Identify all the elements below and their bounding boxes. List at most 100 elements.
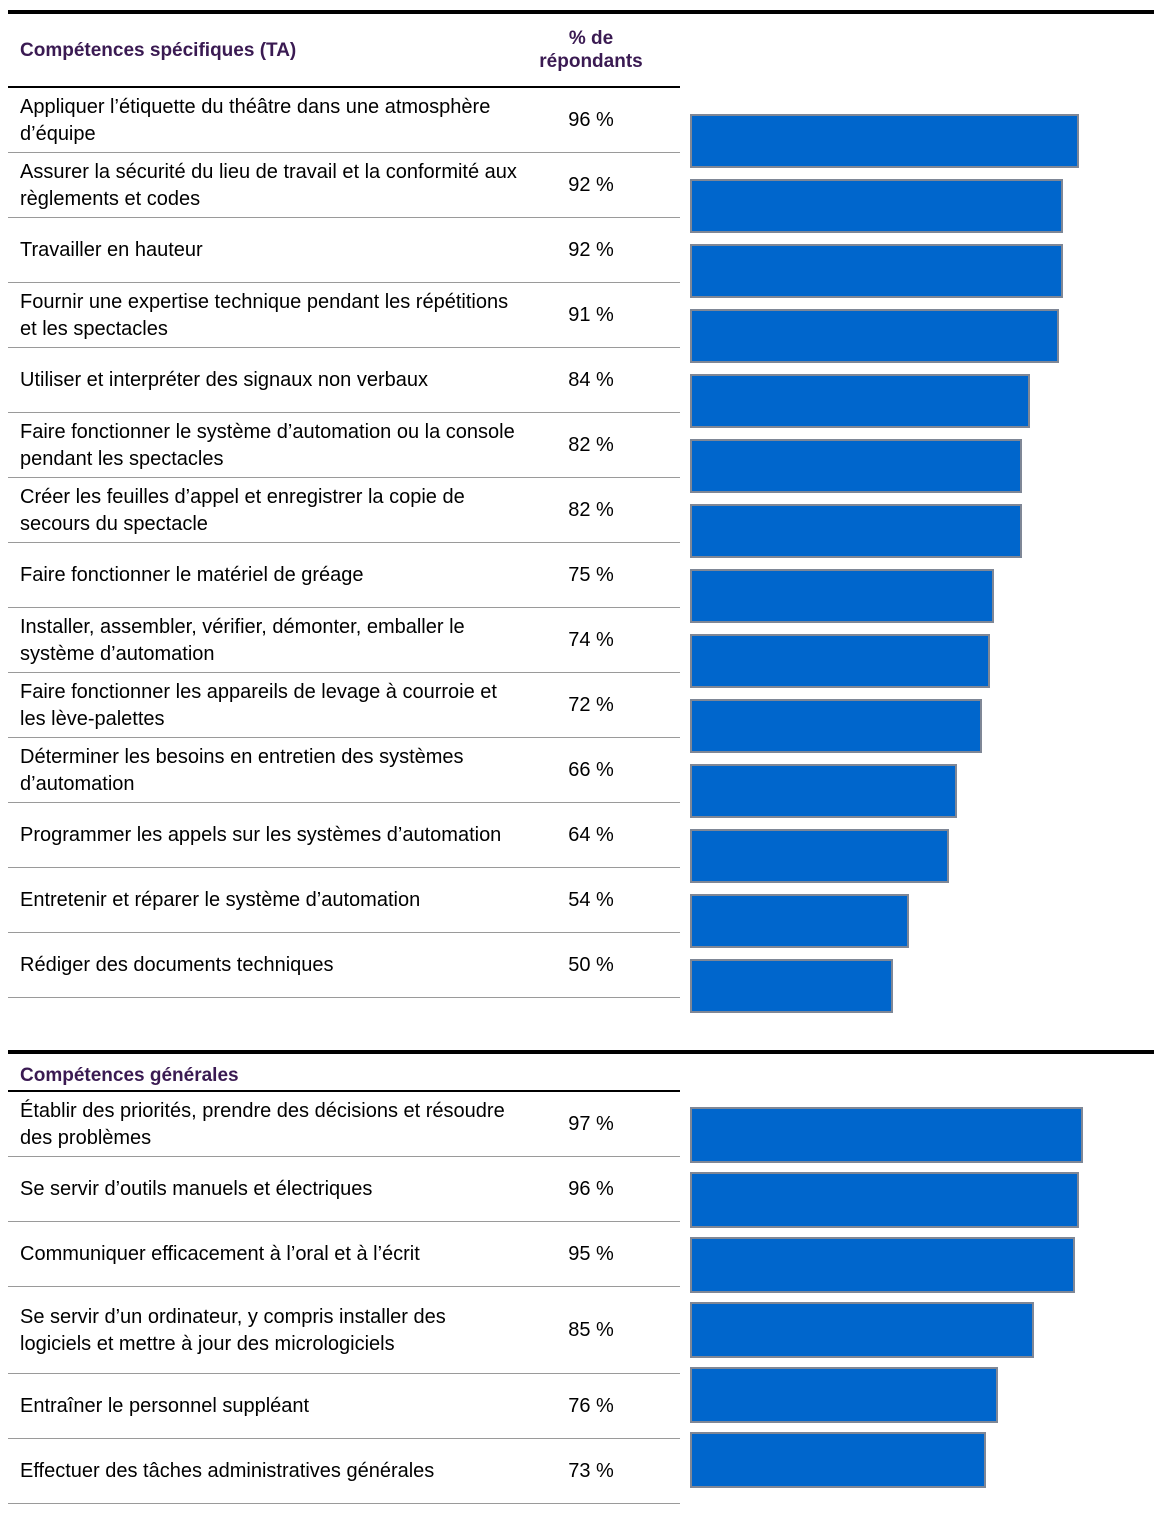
row-divider xyxy=(8,1286,680,1287)
percent-value: 64 % xyxy=(568,824,614,846)
row-divider xyxy=(8,347,680,348)
row-divider xyxy=(8,1438,680,1439)
percent-value: 92 % xyxy=(568,174,614,196)
table-row: Entretenir et réparer le système d’autom… xyxy=(8,868,680,933)
row-divider xyxy=(8,672,680,673)
table-row: Installer, assembler, vérifier, démonter… xyxy=(8,608,680,673)
row-divider xyxy=(8,477,680,478)
percent-value: 82 % xyxy=(568,499,614,521)
skill-label: Créer les feuilles d’appel et enregistre… xyxy=(20,485,465,535)
percent-value: 95 % xyxy=(568,1243,614,1265)
table-row: Créer les feuilles d’appel et enregistre… xyxy=(8,478,680,543)
table-row: Utiliser et interpréter des signaux non … xyxy=(8,348,680,413)
bar xyxy=(690,1237,1075,1293)
percent-value: 66 % xyxy=(568,759,614,781)
skill-label: Communiquer efficacement à l’oral et à l… xyxy=(20,1243,420,1265)
table-row: Communiquer efficacement à l’oral et à l… xyxy=(8,1222,680,1287)
skill-label: Utiliser et interpréter des signaux non … xyxy=(20,369,428,391)
table-row: Appliquer l’étiquette du théâtre dans un… xyxy=(8,88,680,153)
percent-column-header: % de répondants xyxy=(539,28,643,72)
percent-value: 91 % xyxy=(568,304,614,326)
table-row: Travailler en hauteur 92 % xyxy=(8,218,680,283)
table-row: Déterminer les besoins en entretien des … xyxy=(8,738,680,803)
skill-label: Se servir d’outils manuels et électrique… xyxy=(20,1178,373,1200)
percent-value: 82 % xyxy=(568,434,614,456)
row-divider xyxy=(8,932,680,933)
section-header-label: Compétences spécifiques (TA) xyxy=(20,40,297,61)
skill-label: Programmer les appels sur les systèmes d… xyxy=(20,824,502,846)
bar xyxy=(690,699,982,753)
table-row: Se servir d’outils manuels et électrique… xyxy=(8,1157,680,1222)
row-divider xyxy=(8,607,680,608)
row-divider xyxy=(8,1221,680,1222)
table-row: Entraîner le personnel suppléant 76 % xyxy=(8,1374,680,1439)
percent-value: 76 % xyxy=(568,1395,614,1417)
skill-label: Assurer la sécurité du lieu de travail e… xyxy=(20,160,517,210)
row-divider xyxy=(8,412,680,413)
skill-label: Entretenir et réparer le système d’autom… xyxy=(20,889,421,911)
row-divider xyxy=(8,217,680,218)
general-skills-chart: Compétences générales Établir des priori… xyxy=(0,1040,1154,1513)
skill-label: Faire fonctionner les appareils de levag… xyxy=(20,680,497,730)
row-divider xyxy=(8,282,680,283)
bar xyxy=(690,634,990,688)
table-row: Se servir d’un ordinateur, y compris ins… xyxy=(8,1287,680,1374)
skill-label: Faire fonctionner le matériel de gréage xyxy=(20,564,364,586)
bar xyxy=(690,179,1063,233)
bar xyxy=(690,569,994,623)
percent-value: 54 % xyxy=(568,889,614,911)
row-divider xyxy=(8,1503,680,1504)
percent-value: 50 % xyxy=(568,954,614,976)
table-row: Rédiger des documents techniques 50 % xyxy=(8,933,680,998)
bar xyxy=(690,244,1063,298)
bar xyxy=(690,764,957,818)
row-divider xyxy=(8,802,680,803)
row-divider xyxy=(8,997,680,998)
percent-value: 75 % xyxy=(568,564,614,586)
skill-label: Effectuer des tâches administratives gén… xyxy=(20,1460,435,1482)
percent-value: 73 % xyxy=(568,1460,614,1482)
table-row: Effectuer des tâches administratives gén… xyxy=(8,1439,680,1504)
bar xyxy=(690,959,893,1013)
skill-label: Travailler en hauteur xyxy=(20,239,203,261)
skill-label: Rédiger des documents techniques xyxy=(20,954,334,976)
skill-label: Installer, assembler, vérifier, démonter… xyxy=(20,615,465,665)
skill-label: Déterminer les besoins en entretien des … xyxy=(20,745,464,795)
header-separator xyxy=(8,86,680,88)
bar xyxy=(690,894,909,948)
percent-value: 92 % xyxy=(568,239,614,261)
percent-value: 84 % xyxy=(568,369,614,391)
section-top-rule xyxy=(8,10,1154,14)
row-divider xyxy=(8,867,680,868)
bar xyxy=(690,829,949,883)
specific-skills-chart: Compétences spécifiques (TA) % de répond… xyxy=(8,10,1154,1013)
percent-value: 74 % xyxy=(568,629,614,651)
table-row: Établir des priorités, prendre des décis… xyxy=(8,1092,680,1157)
skill-label: Se servir d’un ordinateur, y compris ins… xyxy=(20,1305,446,1355)
bar xyxy=(690,1432,986,1488)
bar xyxy=(690,1172,1079,1228)
skill-label: Établir des priorités, prendre des décis… xyxy=(20,1099,505,1149)
skill-label: Faire fonctionner le système d’automatio… xyxy=(20,420,515,470)
section-header-label: Compétences générales xyxy=(20,1065,239,1086)
section-top-rule xyxy=(8,1050,1154,1054)
row-divider xyxy=(8,737,680,738)
bar xyxy=(690,1107,1083,1163)
bar xyxy=(690,1302,1034,1358)
row-divider xyxy=(8,542,680,543)
table-row: Programmer les appels sur les systèmes d… xyxy=(8,803,680,868)
percent-value: 97 % xyxy=(568,1113,614,1135)
table-row: Assurer la sécurité du lieu de travail e… xyxy=(8,153,680,218)
row-divider xyxy=(8,152,680,153)
table-row: Faire fonctionner le système d’automatio… xyxy=(8,413,680,478)
skill-label: Fournir une expertise technique pendant … xyxy=(20,290,509,340)
percent-value: 72 % xyxy=(568,694,614,716)
table-row: Fournir une expertise technique pendant … xyxy=(8,283,680,348)
row-divider xyxy=(8,1156,680,1157)
table-row: Faire fonctionner le matériel de gréage 7… xyxy=(8,543,680,608)
bar xyxy=(690,114,1079,168)
row-divider xyxy=(8,1373,680,1374)
skill-label: Entraîner le personnel suppléant xyxy=(20,1395,310,1417)
bar xyxy=(690,504,1022,558)
percent-value: 85 % xyxy=(568,1319,614,1341)
